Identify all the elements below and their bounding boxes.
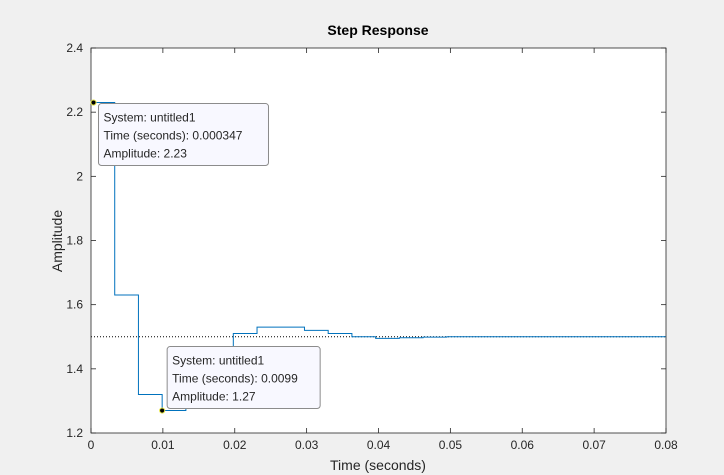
datatip-text: Amplitude: 2.23: [103, 147, 187, 161]
x-tick-label: 0.05: [439, 438, 463, 452]
x-tick-label: 0.04: [367, 438, 391, 452]
datatip-text: System: untitled1: [103, 111, 195, 125]
datatip-text: Time (seconds): 0.000347: [103, 129, 242, 143]
series-layer: [91, 102, 666, 412]
datatip-text: Amplitude: 1.27: [172, 390, 256, 404]
x-tick-label: 0.03: [295, 438, 319, 452]
datatip[interactable]: System: untitled1 Time (seconds): 0.0099 A…: [159, 346, 321, 414]
datatip-box: [166, 346, 321, 410]
datatip-text: Time (seconds): 0.0099: [172, 372, 298, 386]
datatip-box: [97, 103, 269, 167]
y-tick-label: 1.8: [66, 234, 83, 248]
x-tick-label: 0.01: [151, 438, 175, 452]
datatips: System: untitled1 Time (seconds): 0.00034…: [90, 99, 321, 414]
y-tick-label: 1.6: [66, 298, 83, 312]
step-response-line[interactable]: [91, 102, 666, 412]
datatip-marker[interactable]: [90, 99, 97, 106]
datatip-marker[interactable]: [159, 407, 166, 414]
y-axis: 1.2 1.4 1.6 1.8 2 2.2 2.4: [66, 41, 666, 440]
y-axis-label: Amplitude: [49, 210, 65, 272]
datatip[interactable]: System: untitled1 Time (seconds): 0.00034…: [90, 99, 269, 167]
x-tick-label: 0.08: [654, 438, 678, 452]
y-tick-label: 2.2: [66, 105, 83, 119]
x-tick-label: 0.02: [223, 438, 247, 452]
x-axis-label: Time (seconds): [330, 457, 426, 473]
y-tick-label: 2.4: [66, 41, 83, 55]
x-tick-label: 0.06: [511, 438, 535, 452]
datatip-text: System: untitled1: [172, 354, 264, 368]
y-tick-label: 1.2: [66, 426, 83, 440]
chart-title: Step Response: [327, 22, 428, 38]
x-axis: 0 0.01 0.02 0.03 0.04 0.05 0.06 0.07 0.08: [88, 48, 678, 452]
x-tick-label: 0.07: [582, 438, 606, 452]
x-tick-label: 0: [88, 438, 95, 452]
y-tick-label: 1.4: [66, 362, 83, 376]
y-tick-label: 2: [76, 169, 83, 183]
